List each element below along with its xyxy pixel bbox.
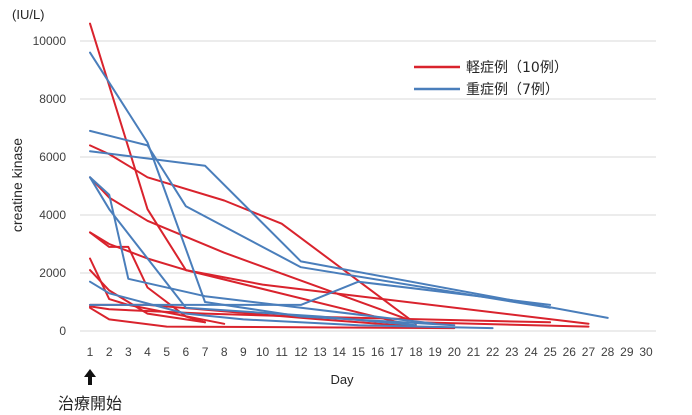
x-tick-label: 3 [125,345,132,359]
series-line-mild-10 [89,306,456,330]
x-axis-ticks: 1 2 3 4 5 6 7 8 9 10 11 12 13 14 15 16 17 18 19 20 21 22 23 24 2… [87,345,653,359]
y-axis-ticks: 0 2000 4000 6000 8000 10000 [33,34,67,338]
x-tick-label: 24 [524,345,538,359]
x-tick-label: 10 [256,345,270,359]
x-tick-label: 8 [221,345,228,359]
x-tick-label: 17 [390,345,404,359]
x-tick-label: 21 [467,345,481,359]
x-tick-label: 27 [582,345,596,359]
x-tick-label: 1 [87,345,94,359]
x-tick-label: 23 [505,345,519,359]
series-line-severe-13 [89,150,609,319]
series-line-mild-3 [89,176,590,328]
series-line-severe-16 [89,280,494,330]
x-tick-label: 26 [563,345,577,359]
y-tick-label: 6000 [39,150,66,164]
x-tick-label: 25 [543,345,557,359]
x-tick-label: 16 [371,345,385,359]
y-tick-label: 0 [59,324,66,338]
x-tick-label: 12 [294,345,308,359]
x-tick-label: 22 [486,345,500,359]
x-tick-label: 19 [428,345,442,359]
x-tick-label: 6 [183,345,190,359]
x-tick-label: 15 [352,345,366,359]
x-tick-label: 2 [106,345,113,359]
x-tick-label: 20 [448,345,462,359]
series-line-mild-7 [89,269,206,324]
x-tick-label: 13 [313,345,327,359]
y-tick-label: 8000 [39,92,66,106]
x-tick-label: 7 [202,345,209,359]
legend: 軽症例（10例） 重症例（7例） [414,60,568,98]
series-lines [89,22,609,330]
series-line-severe-11 [89,51,456,327]
x-axis-label: Day [330,372,354,387]
series-line-severe-12 [89,129,552,309]
up-arrow-icon [84,369,96,385]
treatment-start-label: 治療開始 [58,394,122,413]
legend-label-severe: 重症例（7例） [466,82,559,98]
series-line-severe-17 [89,280,552,306]
series-line-severe-15 [89,176,417,327]
series-line-mild-5 [89,231,590,325]
x-tick-label: 30 [639,345,653,359]
series-line-mild-1 [89,22,417,328]
x-tick-label: 11 [275,345,288,359]
y-tick-label: 2000 [39,266,66,280]
x-tick-label: 5 [163,345,170,359]
x-tick-label: 28 [601,345,615,359]
x-tick-label: 9 [240,345,247,359]
y-tick-label: 4000 [39,208,66,222]
y-unit-label: (IU/L) [12,7,45,22]
x-tick-label: 29 [620,345,634,359]
y-axis-label: creatine kinase [9,138,25,232]
legend-label-mild: 軽症例（10例） [466,60,568,76]
x-tick-label: 14 [333,345,347,359]
treatment-start-annotation: 治療開始 [58,369,122,413]
x-tick-label: 18 [409,345,423,359]
gridlines [80,40,656,332]
x-tick-label: 4 [144,345,151,359]
y-tick-label: 10000 [33,34,67,48]
